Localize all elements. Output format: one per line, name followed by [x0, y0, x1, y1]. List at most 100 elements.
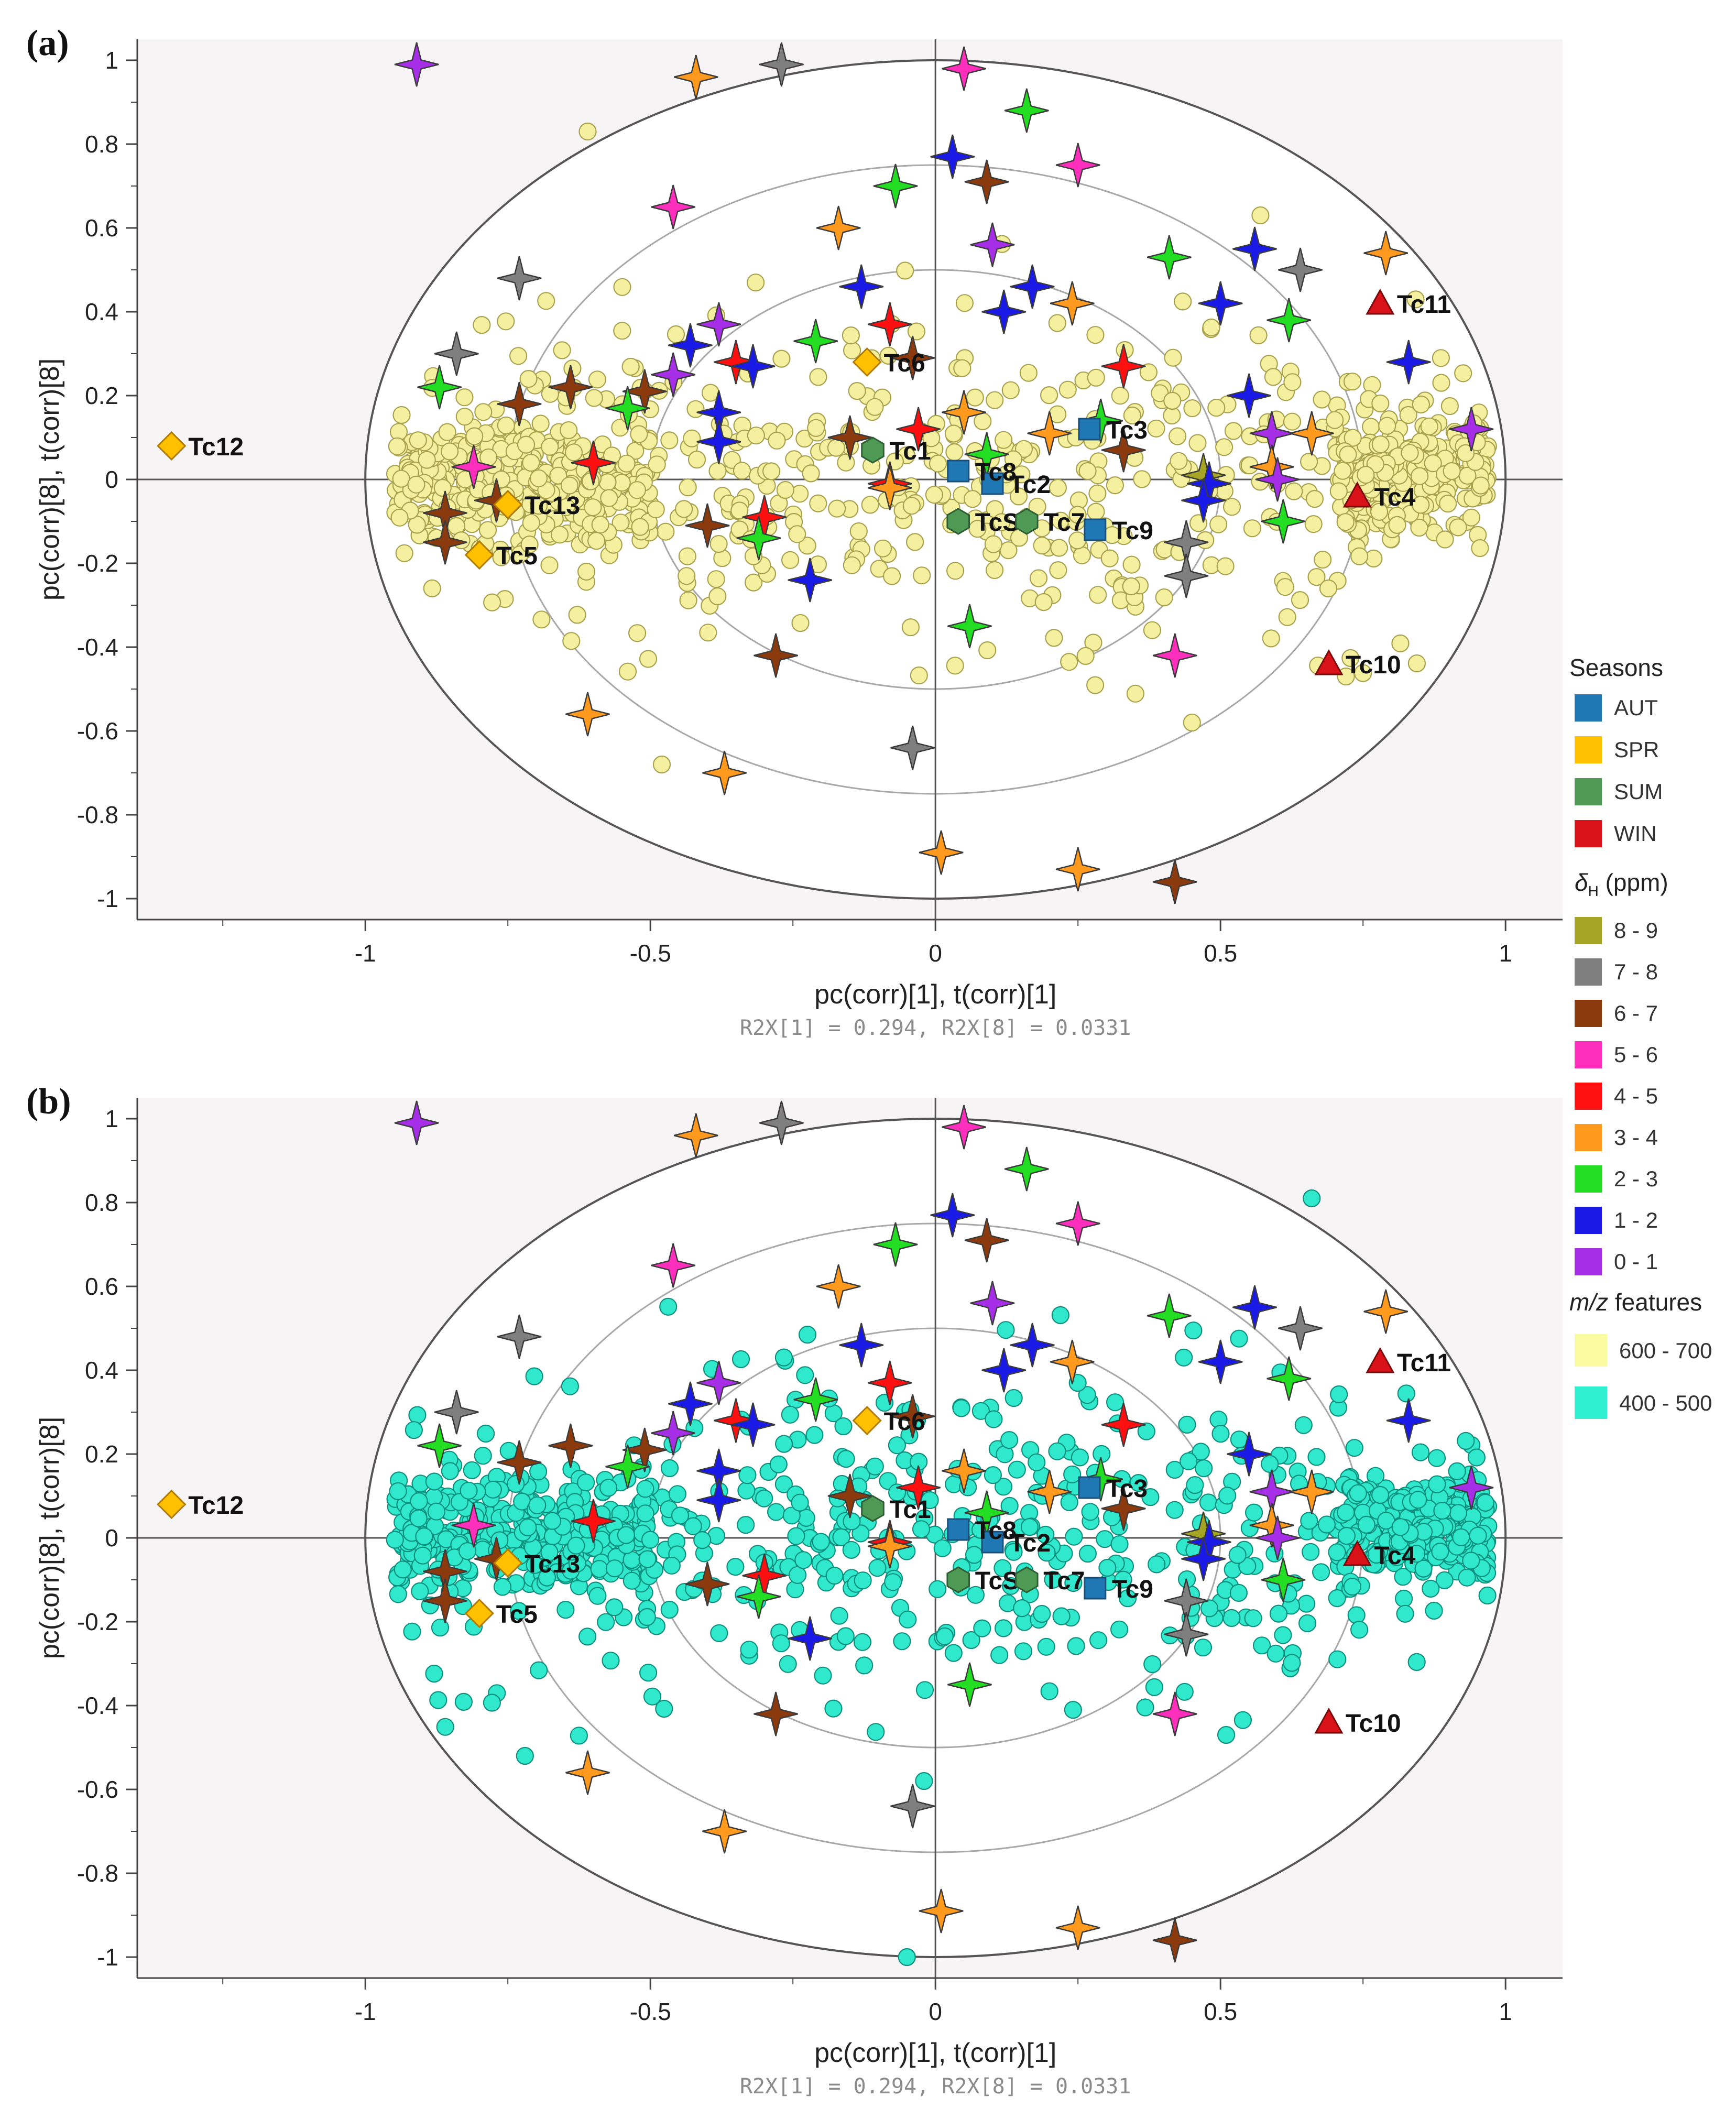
feature-point	[525, 1367, 543, 1385]
nmr-variable-star	[1050, 1339, 1095, 1384]
feature-point	[963, 490, 982, 508]
observation-marker	[946, 1566, 970, 1593]
feature-point	[577, 562, 596, 581]
feature-point	[623, 1571, 641, 1590]
feature-point	[699, 624, 717, 642]
legend-label: 600 - 700	[1619, 1338, 1712, 1363]
feature-point	[1175, 1348, 1193, 1367]
feature-point	[408, 1406, 427, 1424]
feature-point	[747, 427, 766, 445]
feature-point	[812, 1533, 830, 1551]
feature-point	[1440, 397, 1459, 416]
nmr-variable-star	[1101, 1486, 1146, 1531]
feature-point	[1399, 406, 1417, 424]
observation-marker	[947, 1518, 970, 1541]
observation-marker	[1084, 518, 1107, 541]
feature-cloud	[386, 122, 1497, 774]
feature-point	[659, 1297, 678, 1316]
feature-point	[1391, 634, 1410, 653]
feature-point	[1469, 1526, 1487, 1545]
feature-point	[1307, 567, 1326, 586]
feature-point	[888, 1436, 907, 1455]
feature-point	[1200, 1599, 1219, 1618]
nmr-variable-star	[451, 444, 496, 489]
nmr-variable-star	[696, 419, 741, 464]
feature-point	[562, 632, 581, 650]
feature-point	[1337, 1503, 1355, 1522]
feature-point	[1005, 1543, 1023, 1561]
feature-point	[1303, 1189, 1321, 1208]
feature-point	[986, 391, 1004, 409]
feature-point	[531, 414, 550, 433]
nmr-variable-star	[605, 386, 650, 431]
feature-point	[902, 497, 921, 515]
observation-marker	[1015, 1566, 1039, 1593]
feature-point	[463, 1461, 481, 1479]
feature-point	[1388, 516, 1406, 534]
feature-point	[794, 1551, 813, 1569]
feature-point	[628, 624, 647, 642]
feature-point	[1180, 1452, 1198, 1470]
feature-point	[1396, 1604, 1414, 1623]
feature-point	[460, 1481, 478, 1500]
feature-point	[990, 1646, 1009, 1664]
feature-point	[560, 476, 579, 495]
feature-point	[893, 1632, 911, 1651]
feature-point	[1412, 395, 1430, 414]
feature-point	[848, 381, 866, 400]
feature-point	[1462, 1552, 1480, 1570]
feature-point	[588, 370, 607, 389]
panel-letter: (a)	[26, 23, 69, 63]
nmr-variable-star	[1078, 398, 1123, 443]
feature-point	[787, 1527, 805, 1545]
feature-point	[843, 1512, 861, 1531]
observation-marker	[861, 436, 885, 464]
feature-point	[537, 292, 555, 310]
feature-point	[1076, 647, 1095, 665]
feature-point	[1143, 621, 1161, 639]
feature-point	[1409, 1491, 1427, 1509]
feature-point	[1073, 546, 1091, 564]
feature-point	[726, 1558, 745, 1576]
feature-point	[730, 501, 749, 520]
observation-label: Tc9	[1112, 1576, 1153, 1603]
feature-point	[946, 657, 964, 675]
y-axis-label: pc(corr)[8], t(corr)[8]	[35, 1417, 65, 1659]
feature-point	[921, 1491, 939, 1510]
observation-marker	[852, 1405, 882, 1436]
nmr-variable-star	[736, 516, 781, 561]
observation-label: Tc7	[1043, 509, 1085, 537]
feature-point	[1089, 586, 1107, 604]
observation-label: Tc5	[496, 1601, 538, 1629]
feature-point	[1129, 1474, 1148, 1492]
feature-point	[1312, 1563, 1330, 1581]
feature-point	[740, 1641, 758, 1659]
feature-point	[1148, 1555, 1166, 1574]
legend-label: 6 - 7	[1614, 1001, 1658, 1025]
feature-point	[1122, 577, 1140, 596]
nmr-variable-star	[942, 390, 986, 435]
feature-point	[737, 1481, 756, 1500]
feature-point	[1276, 578, 1294, 596]
observation-label: Tc13	[525, 492, 580, 520]
nmr-variable-star	[1187, 1520, 1231, 1565]
feature-point	[1245, 1503, 1263, 1522]
feature-point	[762, 462, 781, 480]
feature-point	[409, 1509, 428, 1527]
feature-point	[1087, 368, 1105, 387]
feature-point	[781, 551, 800, 569]
nmr-variable-star	[919, 830, 964, 875]
feature-point	[1089, 1631, 1108, 1650]
observation-label: Tc13	[525, 1550, 580, 1578]
feature-point	[978, 641, 997, 660]
feature-point	[809, 368, 827, 386]
feature-point	[1139, 363, 1158, 381]
feature-point	[1202, 318, 1220, 337]
feature-point	[834, 1417, 853, 1436]
x-tick-label: 1	[1499, 940, 1512, 967]
feature-point	[413, 1546, 432, 1565]
feature-point	[807, 419, 825, 437]
legend-label: 0 - 1	[1614, 1249, 1658, 1274]
feature-point	[425, 1472, 443, 1491]
feature-point	[1422, 1579, 1440, 1598]
